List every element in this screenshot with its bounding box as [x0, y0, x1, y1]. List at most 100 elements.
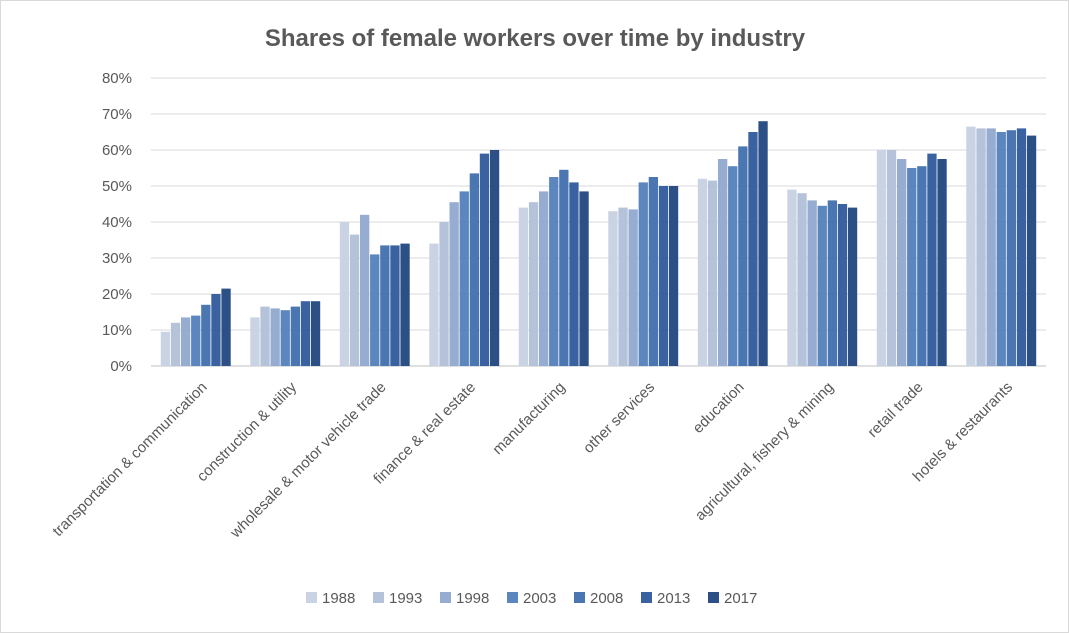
legend-swatch-2003 — [507, 592, 518, 603]
gridlines — [151, 77, 1046, 367]
legend-swatch-2008 — [574, 592, 585, 603]
bar-2017-5 — [668, 186, 679, 366]
category-label: finance & real estate — [370, 379, 479, 488]
bar-2013-4 — [569, 182, 579, 366]
bar-1993-9 — [976, 128, 986, 366]
y-tick-label: 0% — [110, 358, 132, 375]
bar-1988-2 — [339, 222, 350, 366]
chart-title: Shares of female workers over time by in… — [265, 25, 806, 52]
bar-1998-4 — [538, 191, 549, 366]
bar-2013-7 — [837, 204, 848, 366]
bar-2008-5 — [648, 177, 659, 366]
legend-swatch-2017 — [708, 592, 719, 603]
category-label: other services — [580, 379, 658, 457]
legend-swatch-2013 — [641, 592, 652, 603]
bar-1998-6 — [717, 159, 728, 366]
bars — [160, 121, 1037, 366]
legend-swatch-1998 — [440, 592, 451, 603]
bar-1998-9 — [986, 128, 996, 366]
bar-2017-0 — [221, 288, 231, 366]
bar-2003-3 — [459, 191, 469, 366]
bar-2003-6 — [728, 166, 738, 366]
bar-2008-9 — [1006, 130, 1017, 366]
bar-2008-6 — [738, 146, 748, 366]
category-label: education — [690, 379, 748, 437]
bar-1998-5 — [628, 209, 638, 366]
bar-1993-5 — [618, 207, 628, 366]
bar-2017-1 — [310, 301, 321, 366]
legend-label-1998: 1998 — [456, 590, 489, 607]
bar-2003-9 — [996, 132, 1006, 366]
category-label: hotels & restaurants — [910, 379, 1016, 485]
bar-1988-9 — [966, 126, 976, 366]
bar-1993-4 — [528, 202, 539, 366]
bar-1988-7 — [787, 189, 797, 366]
bar-2017-6 — [758, 121, 768, 366]
bar-1988-8 — [876, 150, 887, 366]
bar-1998-0 — [180, 317, 191, 366]
bar-1988-5 — [608, 211, 618, 366]
category-label: transportation & communication — [49, 379, 210, 540]
bar-2008-1 — [290, 306, 301, 366]
bar-2008-8 — [917, 166, 927, 366]
y-tick-label: 70% — [102, 106, 132, 123]
bar-1993-0 — [170, 322, 181, 366]
bar-1988-4 — [518, 207, 529, 366]
category-labels: transportation & communicationconstructi… — [49, 378, 1016, 541]
bar-2013-2 — [390, 245, 400, 366]
bar-2008-2 — [380, 245, 390, 366]
category-label: wholesale & motor vehicle trade — [227, 379, 390, 542]
bar-2003-5 — [638, 182, 648, 366]
bar-2013-8 — [927, 153, 937, 366]
y-tick-label: 50% — [102, 178, 132, 195]
bar-1998-2 — [359, 214, 370, 366]
bar-2013-1 — [300, 301, 311, 366]
category-label: construction & utility — [194, 378, 301, 485]
bar-1988-1 — [250, 317, 260, 366]
bar-2013-0 — [211, 294, 221, 366]
bar-1993-3 — [439, 222, 449, 366]
legend-label-1993: 1993 — [389, 590, 422, 607]
legend: 1988 1993 1998 2003 2008 2013 2017 — [306, 590, 757, 607]
legend-label-2008: 2008 — [590, 590, 623, 607]
bar-1988-3 — [429, 243, 439, 366]
y-tick-label: 10% — [102, 322, 132, 339]
bar-2017-9 — [1026, 135, 1037, 366]
bar-1993-7 — [797, 193, 807, 366]
legend-label-2003: 2003 — [523, 590, 556, 607]
bar-1998-3 — [449, 202, 459, 366]
bar-1993-1 — [260, 306, 270, 366]
bar-1998-7 — [807, 200, 817, 366]
bar-1988-6 — [697, 178, 708, 366]
bar-1993-8 — [886, 150, 897, 366]
bar-2003-0 — [191, 315, 201, 366]
category-label: manufacturing — [489, 379, 568, 458]
bar-1993-6 — [707, 180, 718, 366]
bar-2008-7 — [827, 200, 838, 366]
bar-2008-4 — [559, 169, 569, 366]
y-tick-label: 40% — [102, 214, 132, 231]
y-tick-label: 30% — [102, 250, 132, 267]
bar-2013-6 — [748, 132, 758, 366]
legend-swatch-1993 — [373, 592, 384, 603]
bar-2017-8 — [937, 159, 947, 366]
bar-1993-2 — [349, 234, 360, 366]
bar-1998-1 — [270, 308, 280, 366]
bar-2008-3 — [469, 173, 480, 366]
bar-2017-7 — [847, 207, 858, 366]
bar-2003-8 — [907, 168, 917, 366]
bar-1998-8 — [896, 159, 907, 366]
category-label: retail trade — [864, 379, 926, 441]
bar-2003-7 — [817, 205, 827, 366]
bar-2003-4 — [549, 177, 559, 366]
bar-2013-3 — [479, 153, 490, 366]
y-axis-ticks: 0% 10% 20% 30% 40% 50% 60% 70% 80% — [102, 70, 132, 375]
bar-2013-9 — [1016, 128, 1027, 366]
bar-2017-3 — [489, 150, 500, 366]
legend-label-2017: 2017 — [724, 590, 757, 607]
legend-label-1988: 1988 — [322, 590, 355, 607]
bar-1988-0 — [160, 331, 171, 366]
legend-swatch-1988 — [306, 592, 317, 603]
